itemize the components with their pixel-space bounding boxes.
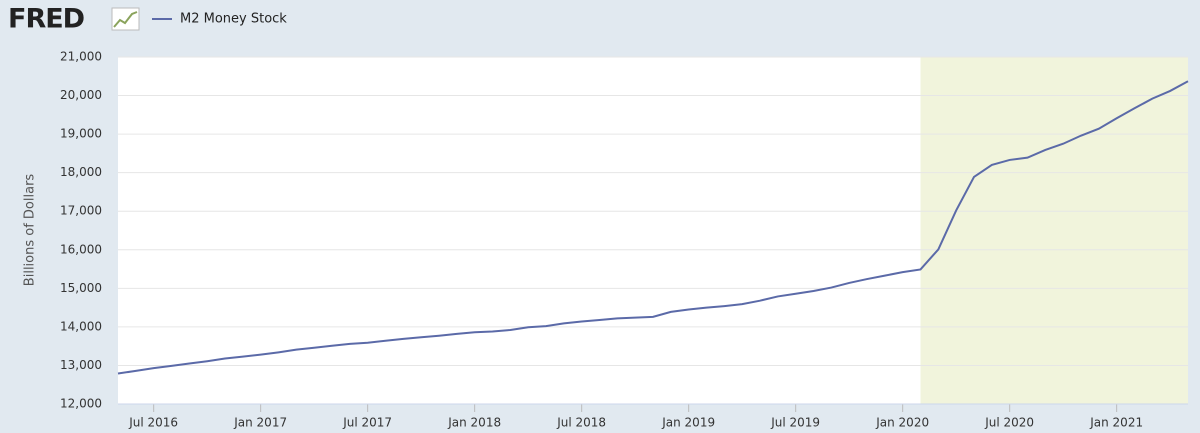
x-tick-label: Jan 2019 [661, 416, 715, 430]
y-tick-label: 14,000 [60, 319, 102, 333]
x-tick-label: Jul 2017 [342, 416, 392, 430]
legend-label: M2 Money Stock [180, 12, 287, 27]
logo-icon [111, 7, 140, 31]
x-tick-label: Jul 2019 [770, 416, 820, 430]
y-tick-label: 16,000 [60, 242, 102, 256]
y-tick-label: 20,000 [60, 88, 102, 102]
x-tick-label: Jan 2021 [1089, 416, 1143, 430]
series-line [117, 80, 1189, 375]
y-tick-label: 21,000 [60, 50, 102, 64]
y-tick-label: 15,000 [60, 281, 102, 295]
recession-shading [920, 57, 1188, 404]
brand-logo: FRED [8, 4, 84, 35]
x-tick-label: Jan 2017 [233, 416, 287, 430]
y-tick-label: 19,000 [60, 127, 102, 141]
y-tick-label: 13,000 [60, 358, 102, 372]
y-axis-label: Billions of Dollars [23, 174, 38, 287]
x-tick-label: Jul 2018 [556, 416, 606, 430]
y-tick-label: 18,000 [60, 165, 102, 179]
x-tick-label: Jul 2020 [984, 416, 1034, 430]
x-tick-label: Jan 2018 [447, 416, 501, 430]
y-tick-label: 12,000 [60, 397, 102, 411]
y-tick-label: 17,000 [60, 204, 102, 218]
x-tick-label: Jul 2016 [128, 416, 178, 430]
x-tick-label: Jan 2020 [875, 416, 929, 430]
